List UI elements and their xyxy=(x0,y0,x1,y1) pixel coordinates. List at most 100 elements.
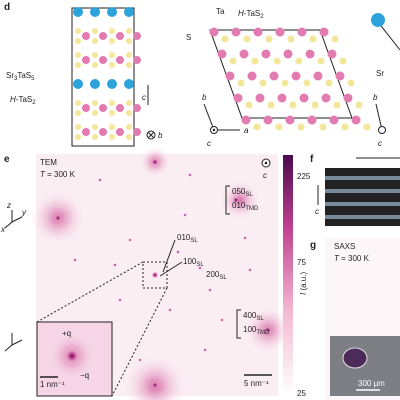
atom xyxy=(126,110,132,116)
atom xyxy=(92,124,98,130)
atom xyxy=(126,100,132,106)
atom xyxy=(275,27,285,37)
axis-label: b xyxy=(158,131,163,140)
spot xyxy=(98,178,102,182)
atom xyxy=(295,57,303,65)
atom xyxy=(126,38,132,44)
axis-symbol xyxy=(146,130,156,140)
spot xyxy=(73,258,77,262)
inset-label: +q xyxy=(62,329,71,338)
axis-symbol xyxy=(378,126,386,134)
atom xyxy=(311,101,319,109)
atom xyxy=(237,79,245,87)
atom xyxy=(133,128,141,136)
atom xyxy=(92,28,98,34)
spot xyxy=(243,236,247,240)
atom xyxy=(371,13,385,27)
colorbar-tick: 225 xyxy=(297,172,311,181)
peak-label: 100TMD xyxy=(243,325,270,336)
atom xyxy=(116,128,124,136)
spot xyxy=(168,308,172,312)
atom xyxy=(305,49,315,59)
spot xyxy=(176,250,180,254)
atom-label: S xyxy=(186,33,191,42)
spot xyxy=(220,318,224,322)
colorbar-tick: 25 xyxy=(297,389,306,398)
atom xyxy=(241,115,251,125)
scale-label: 1 nm⁻¹ xyxy=(40,380,65,389)
axis-symbol xyxy=(212,128,216,132)
method-label: SAXS xyxy=(334,242,355,251)
atom xyxy=(99,128,107,136)
atom xyxy=(229,57,237,65)
spot xyxy=(188,173,192,177)
scale-label: 300 μm xyxy=(358,379,385,388)
atom xyxy=(82,56,90,64)
atom xyxy=(116,32,124,40)
atom xyxy=(313,71,323,81)
temperature-label: T = 300 K xyxy=(334,254,370,263)
spot xyxy=(113,263,117,267)
atom xyxy=(309,35,317,43)
spot xyxy=(118,298,122,302)
atom xyxy=(75,38,81,44)
atom xyxy=(341,123,349,131)
atom xyxy=(253,123,261,131)
atom xyxy=(253,27,263,37)
axis-label: b xyxy=(373,93,378,102)
atom xyxy=(281,79,289,87)
spot xyxy=(151,158,159,166)
axis-symbol xyxy=(264,161,268,165)
temperature-label: T = 300 K xyxy=(40,170,76,179)
atom xyxy=(99,56,107,64)
stripes xyxy=(325,176,400,219)
atom xyxy=(269,71,279,81)
atom xyxy=(75,110,81,116)
atom xyxy=(251,57,259,65)
peak-label: 400SL xyxy=(243,311,264,322)
inset-label: −q xyxy=(80,371,89,380)
colorbar xyxy=(283,155,293,395)
atom xyxy=(347,79,355,87)
halo xyxy=(123,354,187,400)
atom xyxy=(307,115,317,125)
spot xyxy=(54,214,62,222)
atom xyxy=(73,79,83,89)
atom xyxy=(247,71,257,81)
atom xyxy=(116,104,124,112)
atom xyxy=(239,49,249,59)
axis-arrow xyxy=(375,103,383,131)
bracket xyxy=(236,309,241,339)
pointer xyxy=(159,239,183,277)
stack-label: Sr3TaS5 xyxy=(6,71,35,82)
atom xyxy=(319,123,327,131)
atom xyxy=(287,35,295,43)
atom xyxy=(331,35,339,43)
peak-label: 010SL xyxy=(177,233,198,244)
stripe xyxy=(325,202,400,206)
atom xyxy=(75,134,81,140)
atom xyxy=(92,134,98,140)
atom xyxy=(109,38,115,44)
atom xyxy=(107,79,117,89)
axis-label: c xyxy=(142,93,146,102)
atom-label: Sr xyxy=(376,69,384,78)
axis-label: a xyxy=(244,126,249,135)
atom xyxy=(291,71,301,81)
axis-label: c xyxy=(315,207,319,216)
peak-label: 200SL xyxy=(206,270,227,281)
atom xyxy=(75,124,81,130)
atom xyxy=(339,57,347,65)
sample xyxy=(342,347,368,369)
zoom-line xyxy=(36,261,168,397)
atom xyxy=(319,27,329,37)
atom xyxy=(90,79,100,89)
atom xyxy=(351,115,361,125)
atom xyxy=(126,124,132,130)
atom xyxy=(299,93,309,103)
atom xyxy=(329,115,339,125)
atom xyxy=(273,57,281,65)
atom xyxy=(231,27,241,37)
axis-label: c xyxy=(263,171,267,180)
